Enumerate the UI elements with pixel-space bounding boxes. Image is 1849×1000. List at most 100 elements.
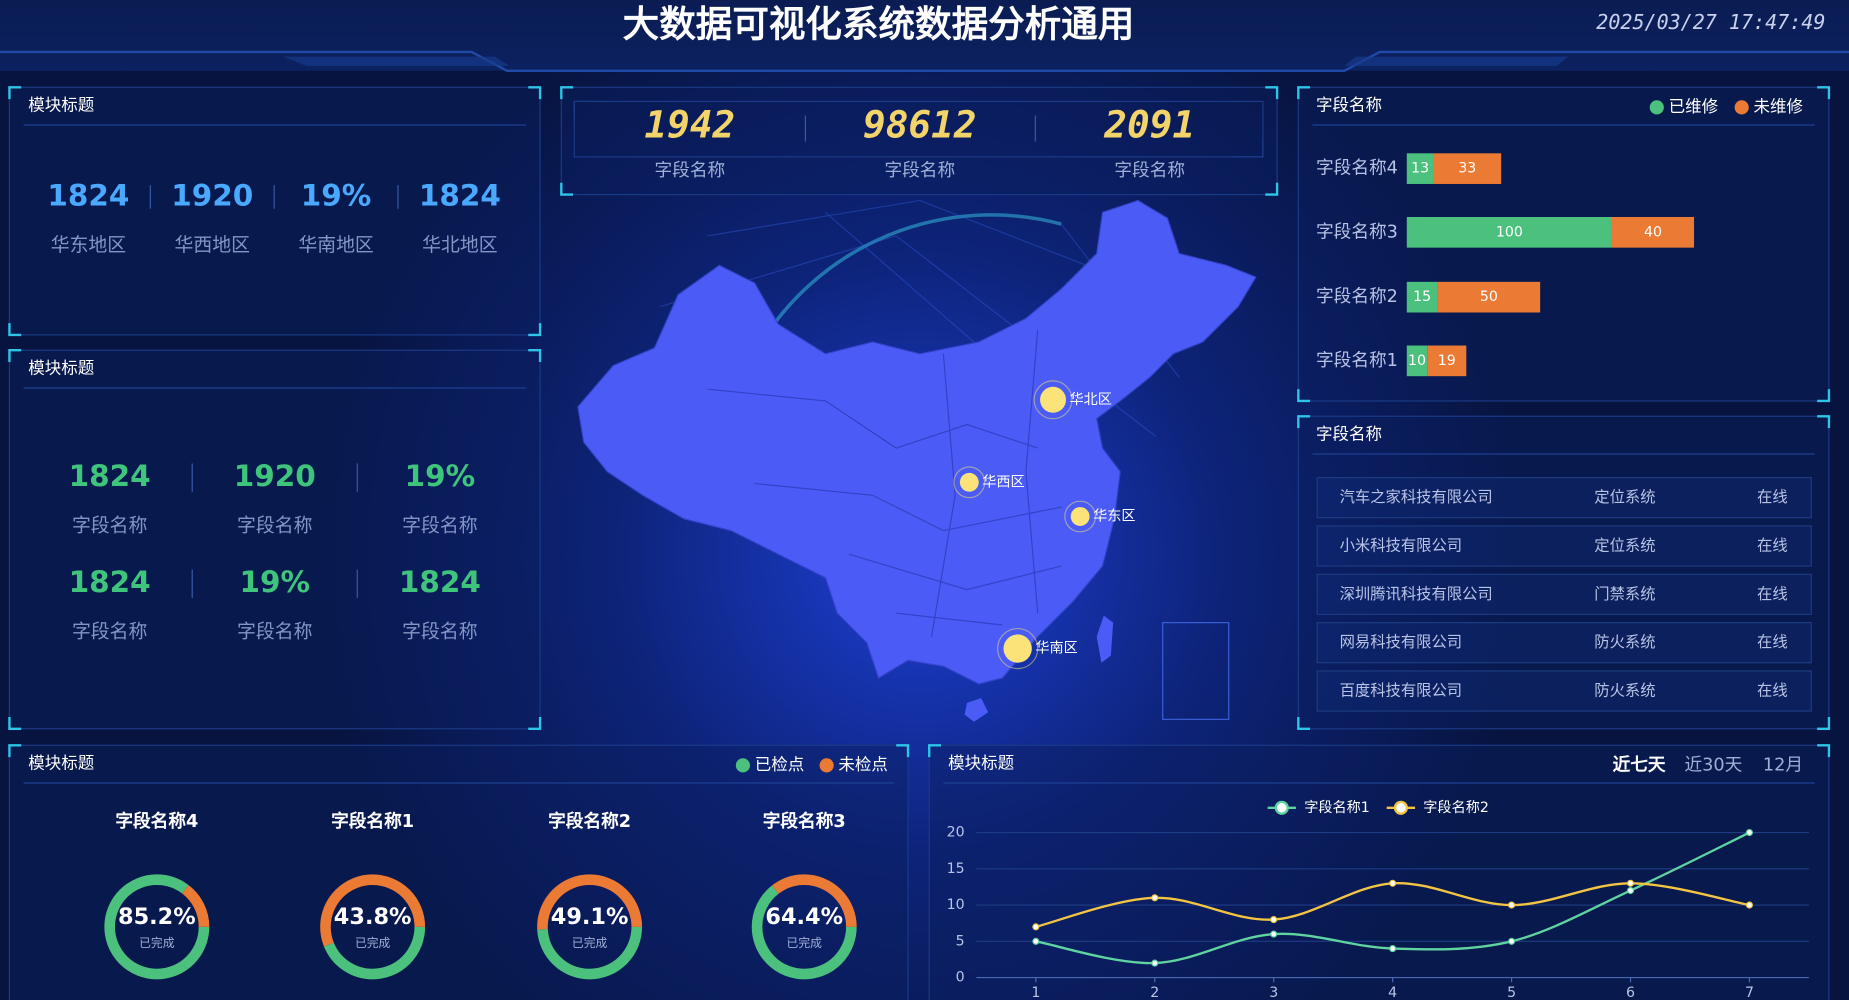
donut-caption: 已完成 — [355, 936, 391, 950]
map-island — [964, 698, 989, 722]
tab[interactable]: 近七天 — [1613, 753, 1666, 775]
bar-segment — [1406, 216, 1612, 248]
map-label: 华南区 — [1035, 641, 1077, 657]
data-label: 19 — [1438, 353, 1456, 369]
stat-label: 字段名称 — [237, 621, 313, 643]
x-tick-label: 5 — [1507, 985, 1516, 1000]
stat-label: 字段名称 — [72, 514, 148, 536]
panel — [8, 349, 541, 730]
donut-arc — [104, 874, 210, 980]
legend-label: 字段名称2 — [1423, 800, 1489, 816]
donut-arc — [320, 874, 426, 980]
table-row — [1316, 477, 1812, 519]
panel-corners — [928, 744, 1831, 758]
header-deco — [283, 56, 1569, 67]
data-label: 15 — [1413, 289, 1431, 305]
table-cell: 百度科技有限公司 — [1340, 682, 1463, 700]
map-point-halo — [1064, 500, 1097, 533]
stat-value: 19% — [239, 565, 310, 599]
table-row — [1316, 525, 1812, 567]
datetime: 2025/03/27 17:47:49 — [1596, 10, 1825, 34]
map-point — [1040, 386, 1067, 413]
stat-value: 1920 — [234, 459, 316, 493]
table-cell: 深圳腾讯科技有限公司 — [1340, 585, 1493, 603]
panel-title: 字段名称 — [1316, 425, 1382, 444]
data-label: 50 — [1480, 289, 1498, 305]
panel-corners — [8, 349, 542, 730]
bar-segment — [1437, 281, 1541, 313]
legend-label: 字段名称1 — [1304, 800, 1370, 816]
table-cell: 在线 — [1757, 585, 1788, 603]
line-point — [1032, 923, 1040, 931]
map-label: 华东区 — [1093, 509, 1135, 525]
table-row — [1316, 670, 1812, 712]
bar-segment — [1406, 281, 1438, 313]
panel-title: 模块标题 — [28, 96, 94, 115]
map-borders — [707, 330, 1062, 637]
counter-value: 98612 — [863, 102, 977, 146]
table-cell: 定位系统 — [1594, 536, 1655, 554]
map-island — [1096, 615, 1114, 663]
y-tick-label: 0 — [956, 970, 965, 986]
line-point — [1626, 879, 1635, 887]
map-point-halo — [1033, 380, 1073, 420]
counter-label: 字段名称 — [884, 160, 955, 181]
table-cell: 定位系统 — [1594, 488, 1655, 506]
data-label: 13 — [1411, 161, 1429, 177]
stat-value: 19% — [405, 459, 476, 493]
panel-corners — [1297, 415, 1831, 730]
stat-label: 华北地区 — [422, 234, 497, 256]
map-point — [1003, 634, 1032, 663]
category-label: 字段名称2 — [548, 810, 631, 832]
y-tick-label: 10 — [947, 897, 965, 913]
line-point — [1389, 879, 1397, 887]
table-cell: 汽车之家科技有限公司 — [1340, 488, 1493, 506]
table-cell: 在线 — [1757, 536, 1788, 554]
tab[interactable]: 12月 — [1763, 755, 1803, 775]
legend-marker — [1393, 800, 1408, 815]
donut-value: 85.2% — [118, 904, 196, 930]
counter-inner — [573, 100, 1264, 158]
stat-label: 字段名称 — [237, 514, 313, 536]
category-label: 字段名称2 — [1316, 286, 1398, 307]
stat-value: 1824 — [419, 178, 501, 212]
panel-corners — [1297, 86, 1831, 403]
counter-value: 2091 — [1103, 102, 1195, 146]
line-point — [1270, 916, 1278, 924]
table-cell: 防火系统 — [1594, 682, 1655, 700]
bar-segment — [1427, 345, 1467, 377]
panel — [560, 86, 1278, 196]
map-point — [1070, 507, 1090, 526]
legend-marker — [819, 758, 834, 773]
data-label: 40 — [1644, 224, 1662, 240]
counter-label: 字段名称 — [654, 160, 725, 181]
y-tick-label: 20 — [947, 825, 965, 841]
china-map — [577, 199, 1257, 722]
panel-corners — [8, 744, 910, 758]
category-label: 字段名称1 — [331, 810, 414, 832]
map-point-halo — [997, 627, 1039, 670]
line-point — [1745, 901, 1753, 909]
map-label: 华北区 — [1070, 392, 1112, 408]
category-label: 字段名称3 — [1316, 221, 1398, 242]
category-label: 字段名称4 — [1316, 158, 1398, 179]
x-tick-label: 7 — [1745, 985, 1754, 1000]
panel-title: 模块标题 — [28, 754, 94, 773]
table-row — [1316, 622, 1812, 664]
data-label: 10 — [1408, 353, 1426, 369]
panel-corners — [8, 86, 542, 337]
map-shape — [577, 199, 1257, 685]
table-row — [1316, 573, 1812, 615]
map-deco — [660, 199, 1180, 437]
table-cell: 在线 — [1757, 633, 1788, 651]
table-cell: 防火系统 — [1594, 633, 1655, 651]
legend-marker — [1649, 100, 1664, 115]
donut-caption: 已完成 — [787, 936, 823, 950]
legend-label: 已维修 — [1669, 97, 1719, 116]
stat-label: 华南地区 — [298, 234, 373, 256]
tab[interactable]: 近30天 — [1684, 754, 1742, 775]
donut-arc — [751, 874, 857, 980]
stat-label: 华西地区 — [175, 234, 250, 256]
